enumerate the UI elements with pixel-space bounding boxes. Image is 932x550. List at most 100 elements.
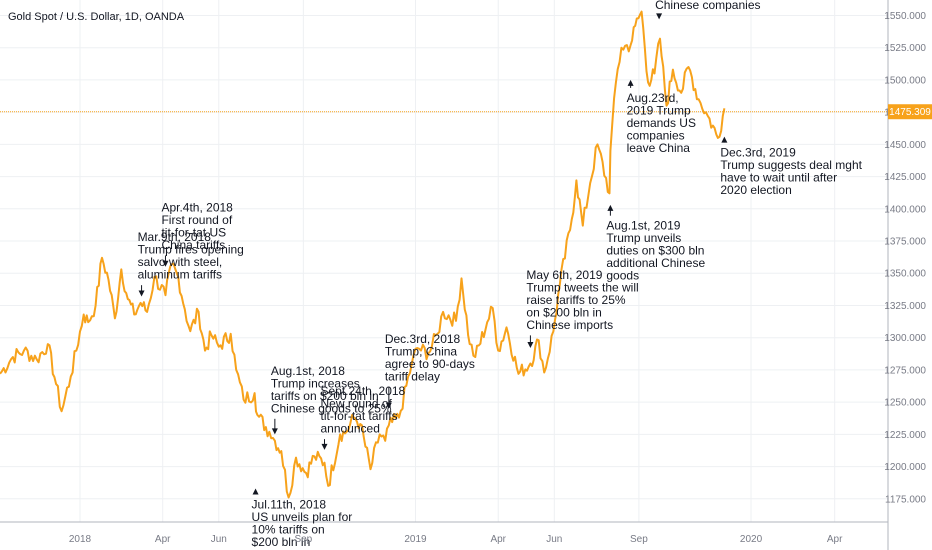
annotation-line: 2019 Trump <box>627 103 691 117</box>
arrow-head <box>527 342 534 348</box>
annotation-line: Sept.24th, 2018 <box>320 384 405 398</box>
last-price-badge-bg <box>888 104 932 120</box>
x-tick-label: Sep <box>630 534 648 545</box>
annotation-line: Dec.3rd, 2019 <box>720 146 796 160</box>
x-tick-label: Apr <box>490 534 506 545</box>
annotation: Mar.9th, 2018 Trump fires opening salvo wi… <box>138 230 244 297</box>
annotation-line: Dec.3rd, 2018 <box>385 332 461 346</box>
arrow-head <box>656 13 663 20</box>
y-tick-label: 1275.000 <box>884 365 926 376</box>
y-tick-label: 1500.000 <box>884 75 926 86</box>
annotation-text: Apr.4th, 2018 First round of tit-for-tat U… <box>161 200 233 252</box>
annotation-line: Mar.9th, 2018 <box>138 230 212 244</box>
annotation: Dec.3rd, 2019 Trump suggests deal mght hav… <box>720 136 863 197</box>
annotation-line: tariffs on $200 bln in <box>271 389 379 403</box>
annotation-line: Trump increases <box>271 376 360 390</box>
arrow-head <box>385 402 392 409</box>
annotation-line: additional Chinese <box>606 256 705 270</box>
annotation-line: Chinese goods to 25% <box>271 401 392 415</box>
annotation-text: Sept.24th, 2018 New round of tit-for-tat t… <box>320 384 405 436</box>
annotation-text: Dec.3rd, 2018 Trump, China agree to 90-day… <box>385 332 475 384</box>
annotation: Sept.23rd, 2019Tramp said to consider de… <box>655 0 828 20</box>
x-tick-label: 2019 <box>404 534 427 545</box>
arrow-head <box>271 428 278 435</box>
arrow-head <box>627 79 634 86</box>
y-tick-label: 1425.000 <box>884 172 926 183</box>
last-price-label: 1475.309 <box>889 107 931 118</box>
annotation-line: duties on $300 bln <box>606 244 704 258</box>
annotation-line: Aug.1st, 2019 <box>606 219 680 233</box>
annotation-line: leave China <box>627 141 691 155</box>
annotation-line: goods <box>606 269 639 283</box>
x-tick-label: 2018 <box>69 534 92 545</box>
annotation: Dec.3rd, 2018 Trump, China agree to 90-day… <box>385 332 475 409</box>
annotation-line: agree to 90-days <box>385 357 475 371</box>
x-tick-label: Apr <box>827 534 843 545</box>
annotation-line: Aug.1st, 2018 <box>271 364 345 378</box>
annotation-line: 2020 election <box>720 183 791 197</box>
annotation-line: New round of <box>320 397 392 411</box>
annotation-text: May 6th, 2019 Trump tweets the will raise … <box>526 268 638 332</box>
annotation-line: tit-for-tat tariffs <box>320 409 397 423</box>
y-tick-label: 1250.000 <box>884 398 926 409</box>
y-tick-label: 1450.000 <box>884 140 926 151</box>
y-axis-ticks: 1175.000 1200.000 1225.000 1250.000 1275.000… <box>884 11 926 505</box>
x-tick-label: 2020 <box>740 534 763 545</box>
arrow-head <box>321 443 328 450</box>
annotation-line: salvo with steel, <box>138 255 223 269</box>
annotation-line: Jul.11th, 2018 <box>252 497 327 511</box>
y-tick-label: 1550.000 <box>884 11 926 22</box>
annotation-line: Apr.4th, 2018 <box>161 200 233 214</box>
arrow-head <box>138 290 145 297</box>
annotation-text: Sept.23rd, 2019Tramp said to consider de… <box>655 0 828 12</box>
annotation-line: $200 bln in <box>252 535 311 549</box>
y-tick-label: 1525.000 <box>884 43 926 54</box>
annotation: Aug.1st, 2019 Trump unveils duties on $300… <box>606 204 705 283</box>
annotation-line: Trump tweets the will <box>526 280 638 294</box>
annotation-line: on $200 bln in <box>526 305 601 319</box>
price-series <box>0 10 726 499</box>
y-tick-label: 1350.000 <box>884 269 926 280</box>
x-tick-label: Jun <box>546 534 562 545</box>
annotation: Aug.1st, 2018 Trump increases tariffs on $… <box>271 364 392 435</box>
x-tick-label: Apr <box>155 534 171 545</box>
annotation-text: Aug.1st, 2019 Trump unveils duties on $300… <box>606 219 705 283</box>
annotation: Jul.11th, 2018 US unveils plan for 10% tar… <box>252 488 353 550</box>
annotation: Sept.24th, 2018 New round of tit-for-tat t… <box>320 384 406 450</box>
annotation-line: companies <box>627 128 685 142</box>
y-tick-label: 1300.000 <box>884 333 926 344</box>
annotation-line: Chinese goods <box>252 547 332 550</box>
annotation-text: Aug.23rd, 2019 Trump demands US companies le… <box>627 91 696 155</box>
arrow-head <box>721 136 728 143</box>
last-price-badge: 1475.309 <box>888 104 932 120</box>
annotation-line: demands US <box>627 116 696 130</box>
annotation-line: announced <box>320 422 379 436</box>
annotation-line: tariff delay <box>385 370 440 384</box>
annotation-line: Trump fires opening <box>138 243 244 257</box>
y-tick-label: 1325.000 <box>884 301 926 312</box>
annotation-line: Trump, China <box>385 345 458 359</box>
annotation-line: Trump unveils <box>606 231 681 245</box>
arrow-head <box>607 204 614 211</box>
annotation-text: Aug.1st, 2018 Trump increases tariffs on $… <box>271 364 392 416</box>
chart-title: Gold Spot / U.S. Dollar, 1D, OANDA <box>8 11 185 23</box>
grid <box>0 0 888 522</box>
annotation-line: have to wait until after <box>720 171 837 185</box>
annotation-line: Trump suggests deal mght <box>720 158 862 172</box>
x-tick-label: Jun <box>211 534 227 545</box>
annotation: May 6th, 2019 Trump tweets the will raise … <box>526 268 639 348</box>
annotation: Aug.23rd, 2019 Trump demands US companies le… <box>627 79 696 155</box>
x-tick-label: Sep <box>294 534 312 545</box>
annotation-line: 10% tariffs on <box>252 522 325 536</box>
annotation-line: aluminum tariffs <box>138 268 222 282</box>
annotation: Apr.4th, 2018 First round of tit-for-tat U… <box>161 200 233 267</box>
annotation-text: Jul.11th, 2018 US unveils plan for 10% tar… <box>252 497 353 550</box>
y-tick-label: 1175.000 <box>885 494 926 505</box>
arrow-head <box>252 488 259 495</box>
annotation-line: May 6th, 2019 <box>526 268 602 282</box>
annotation-line: Aug.23rd, <box>627 91 679 105</box>
y-tick-label: 1225.000 <box>884 430 926 441</box>
annotation-text: Mar.9th, 2018 Trump fires opening salvo wi… <box>138 230 244 282</box>
annotation-line: Chinese companies <box>655 0 760 12</box>
